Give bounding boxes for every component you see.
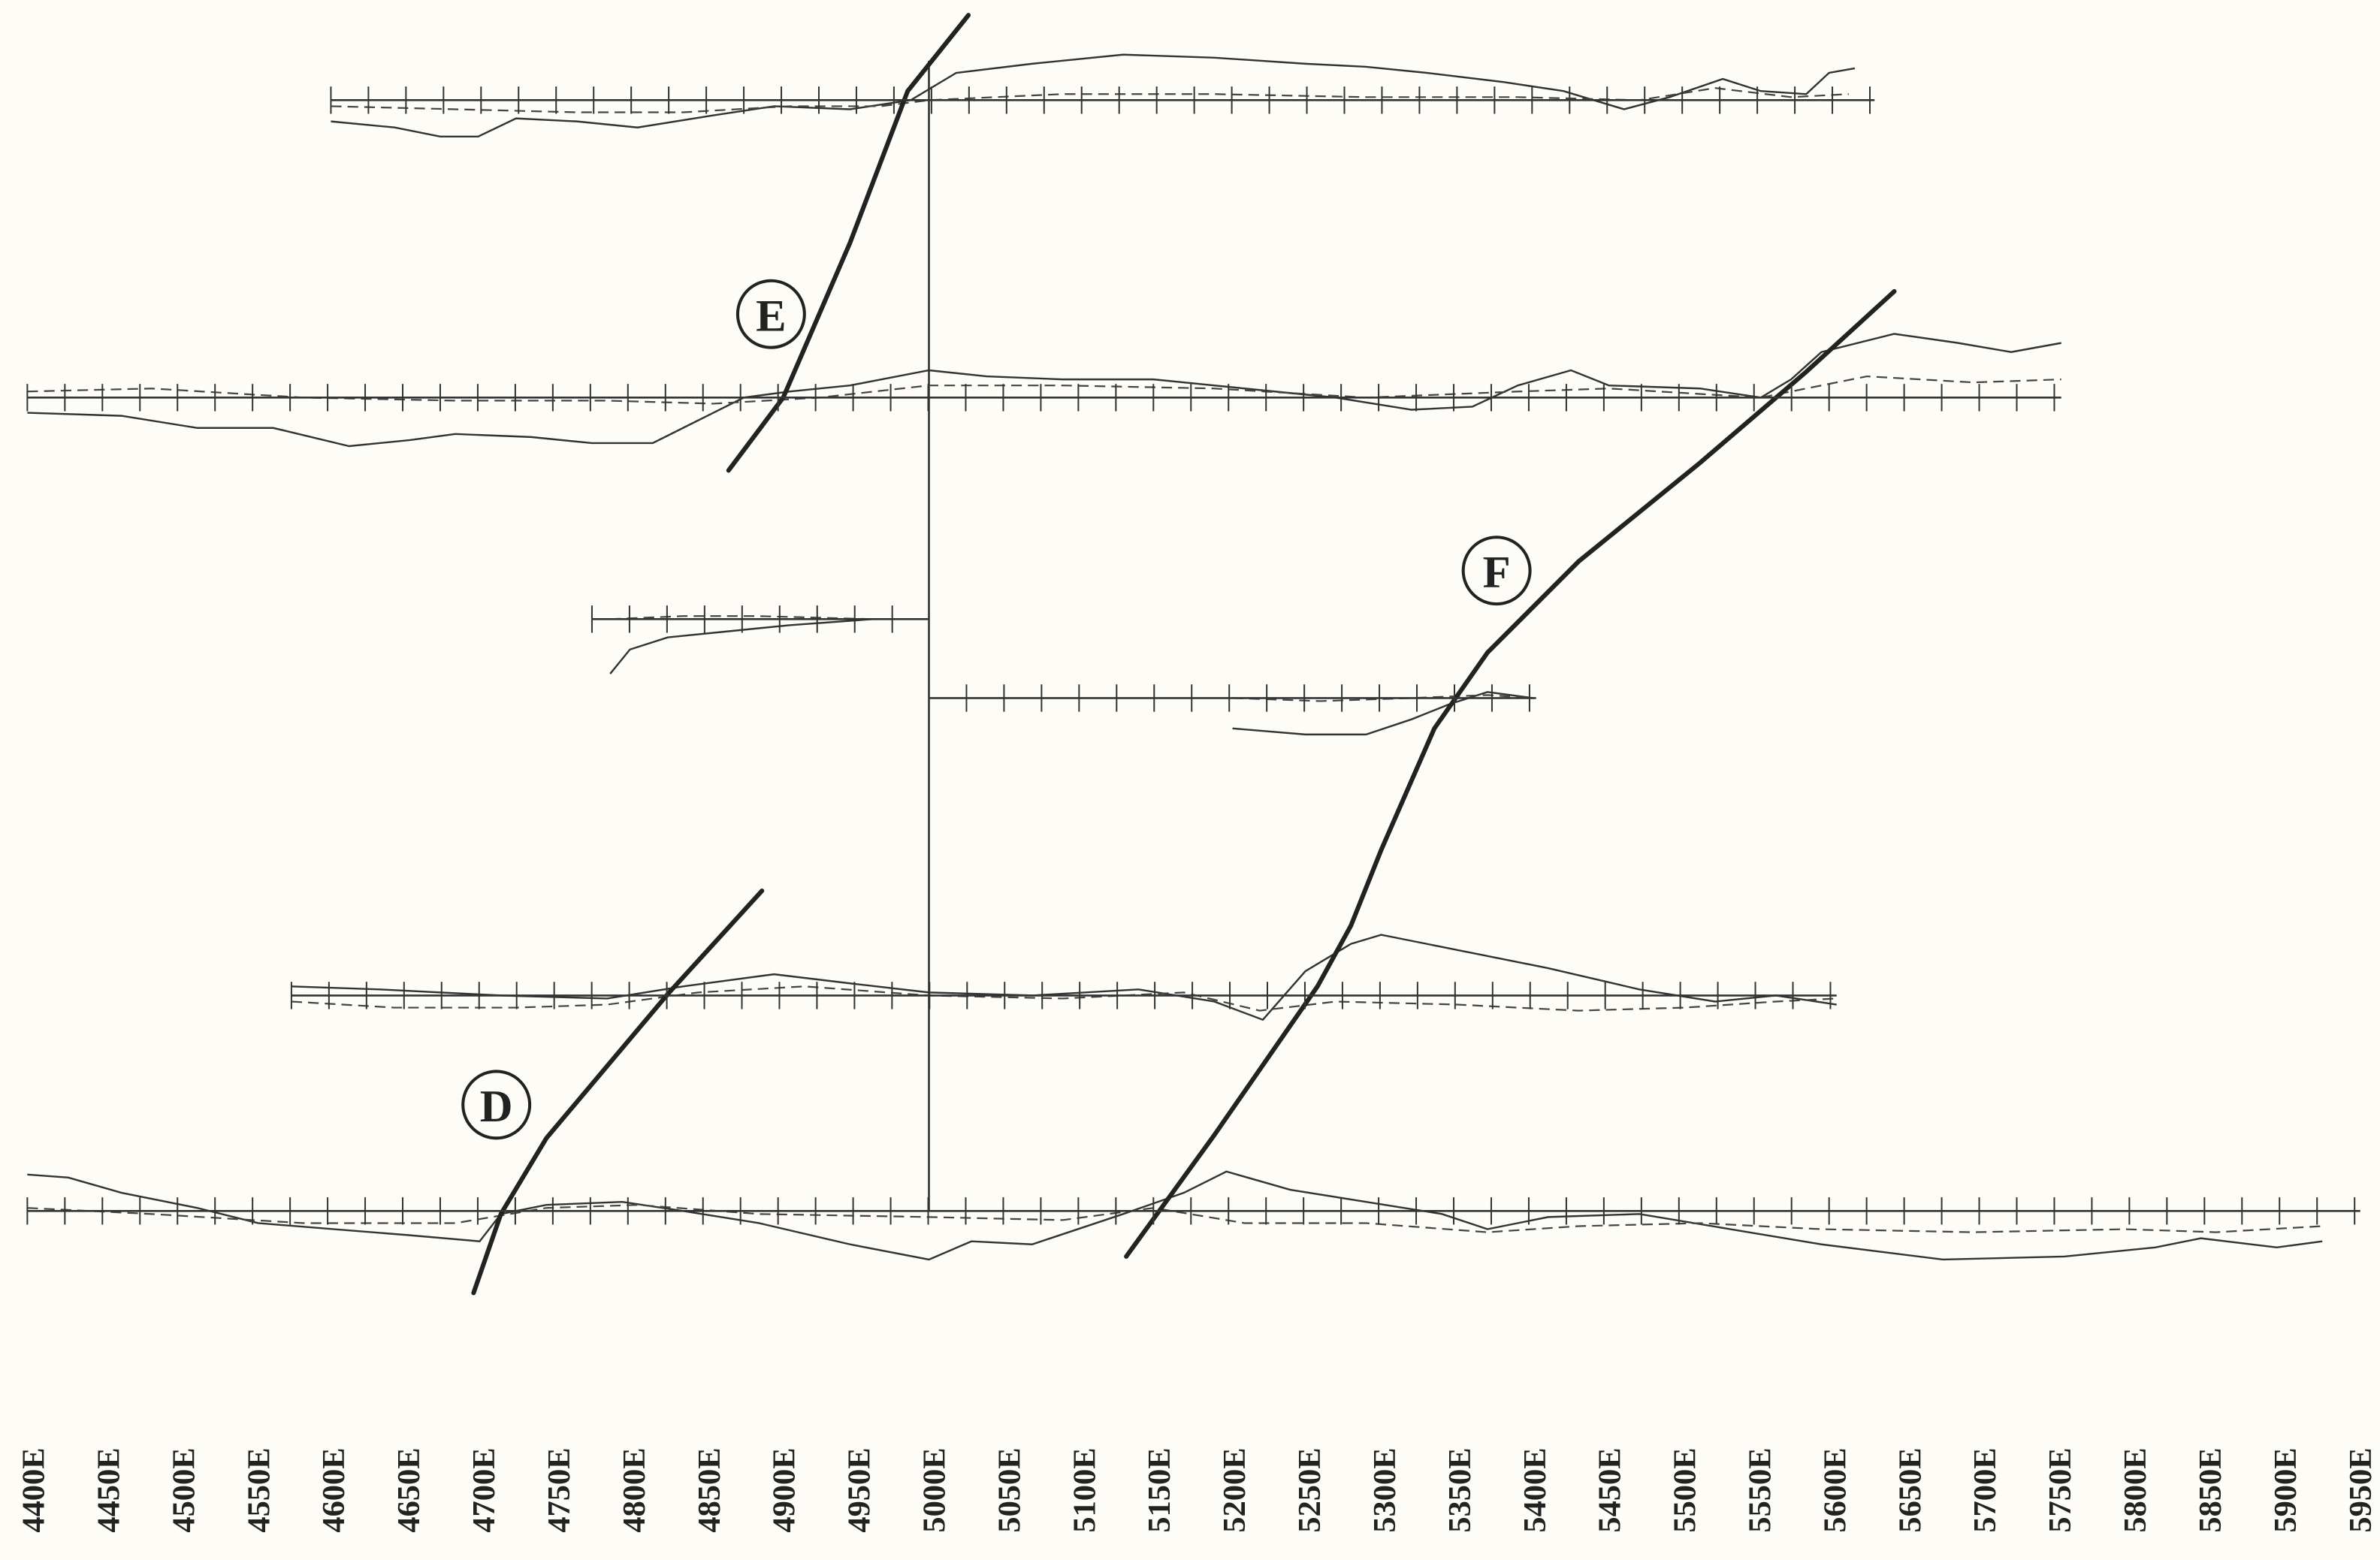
label-circle (1461, 536, 1532, 606)
axis-label: 5500E (1668, 1447, 1703, 1532)
axis-label: 5850E (2193, 1447, 2228, 1532)
interpretation-line-d (471, 888, 765, 1296)
axis-label: 5100E (1067, 1447, 1102, 1532)
profile-curve (331, 53, 1856, 138)
label-circle (461, 1070, 532, 1140)
axis-label: 5650E (1892, 1447, 1928, 1532)
profile-curve-dashed (27, 375, 2061, 405)
profile-curve-dashed (331, 87, 1849, 113)
axis-label: 5750E (2043, 1447, 2078, 1532)
axis-label: 5700E (1968, 1447, 2003, 1532)
axis-label: 5250E (1292, 1447, 1327, 1532)
axis-label: 4750E (542, 1447, 577, 1532)
label-circle (735, 279, 806, 349)
axis-label: 5900E (2268, 1447, 2303, 1532)
axis-label: 5150E (1142, 1447, 1177, 1532)
axis-label: 4800E (617, 1447, 652, 1532)
axis-label: 4650E (391, 1447, 427, 1532)
interpretation-line-e (726, 13, 971, 473)
label-e: E (756, 291, 786, 341)
profile-curve (609, 618, 873, 674)
profile-curve-dashed (291, 985, 1837, 1012)
axis-label: 5600E (1817, 1447, 1853, 1532)
axis-label: 4850E (692, 1447, 727, 1532)
axis-label: 4900E (767, 1447, 802, 1532)
axis-label: 5550E (1743, 1447, 1778, 1532)
axis-label: 5450E (1593, 1447, 1628, 1532)
profile-curve (27, 1170, 2323, 1261)
axis-label: 4500E (166, 1447, 201, 1532)
profile-curve (291, 934, 1837, 1021)
axis-label: 4950E (842, 1447, 877, 1532)
profiles (27, 53, 2323, 1261)
axis-label: 5350E (1442, 1447, 1478, 1532)
axis-label: 5400E (1518, 1447, 1553, 1532)
profile-curve (1232, 691, 1533, 736)
axis-label: 5200E (1217, 1447, 1252, 1532)
label-d: D (480, 1082, 513, 1132)
axis-label: 4700E (467, 1447, 502, 1532)
axis-label: 5800E (2118, 1447, 2153, 1532)
axis-label: 5000E (917, 1447, 953, 1532)
profile-curve-dashed (1232, 694, 1533, 702)
profile-curve (27, 333, 2061, 448)
profile-curve-dashed (27, 1204, 2323, 1233)
axis-label: 4450E (92, 1447, 127, 1532)
label-f: F (1483, 548, 1511, 598)
axis-label: 5300E (1367, 1447, 1403, 1532)
interpretation-line-f (1124, 288, 1897, 1259)
profile-curve-dashed (610, 615, 873, 620)
axis-label: 5050E (992, 1447, 1027, 1532)
axis-label: 5950E (2343, 1447, 2378, 1532)
axis-label: 4550E (241, 1447, 276, 1532)
axis-label: 4600E (316, 1447, 352, 1532)
axis-label: 4400E (17, 1447, 52, 1532)
